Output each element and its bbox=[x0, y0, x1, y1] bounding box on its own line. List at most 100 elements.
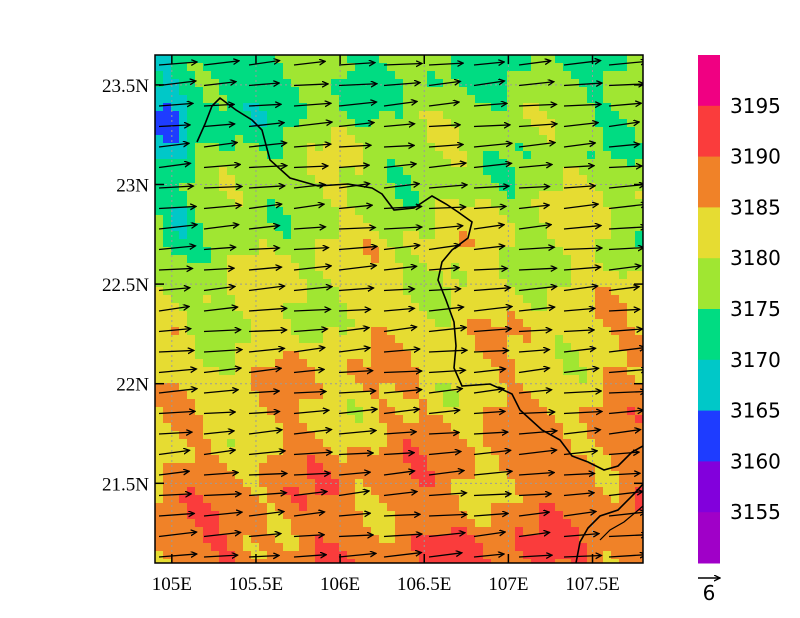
field-cell bbox=[419, 359, 428, 368]
field-cell bbox=[467, 239, 476, 248]
field-cell bbox=[483, 447, 492, 456]
field-cell bbox=[187, 87, 196, 96]
field-cell bbox=[603, 71, 612, 80]
field-cell bbox=[419, 431, 428, 440]
field-cell bbox=[219, 143, 228, 152]
field-cell bbox=[523, 175, 532, 184]
field-cell bbox=[491, 367, 500, 376]
field-cell bbox=[411, 559, 420, 563]
field-cell bbox=[611, 495, 620, 504]
field-cell bbox=[163, 487, 172, 496]
field-cell bbox=[435, 327, 444, 336]
field-cell bbox=[483, 271, 492, 280]
field-cell bbox=[619, 319, 628, 328]
field-cell bbox=[603, 207, 612, 216]
field-cell bbox=[387, 375, 396, 384]
wind-arrow bbox=[293, 512, 324, 517]
field-cell bbox=[587, 111, 596, 120]
field-cell bbox=[595, 415, 604, 424]
field-cell bbox=[403, 279, 412, 288]
field-cell bbox=[619, 239, 628, 248]
field-cell bbox=[315, 287, 324, 296]
field-cell bbox=[179, 463, 188, 472]
field-cell bbox=[283, 95, 292, 104]
field-cell bbox=[563, 95, 572, 104]
field-cell bbox=[531, 95, 540, 104]
wind-arrow bbox=[158, 513, 194, 516]
field-cell bbox=[171, 559, 180, 563]
field-cell bbox=[283, 503, 292, 512]
field-cell bbox=[547, 87, 556, 96]
field-cell bbox=[267, 519, 276, 528]
field-cell bbox=[563, 319, 572, 328]
field-cell bbox=[219, 335, 228, 344]
field-cell bbox=[555, 495, 564, 504]
field-cell bbox=[267, 111, 276, 120]
field-cell bbox=[211, 495, 220, 504]
field-cell bbox=[323, 319, 332, 328]
wind-arrow bbox=[248, 348, 284, 353]
field-cell bbox=[459, 287, 468, 296]
field-cell bbox=[291, 79, 300, 88]
field-cell bbox=[603, 263, 612, 272]
field-cell bbox=[331, 527, 340, 536]
field-cell bbox=[155, 343, 164, 352]
field-cell bbox=[435, 71, 444, 80]
field-cell bbox=[267, 463, 276, 472]
field-cell bbox=[347, 127, 356, 136]
wind-arrow bbox=[563, 267, 601, 270]
field-cell bbox=[155, 359, 164, 368]
field-cell bbox=[515, 271, 524, 280]
field-cell bbox=[627, 375, 636, 384]
field-cell bbox=[387, 263, 396, 272]
field-cell bbox=[315, 255, 324, 264]
field-cell bbox=[259, 431, 268, 440]
field-cell bbox=[563, 247, 572, 256]
field-cell bbox=[379, 207, 388, 216]
field-cell bbox=[531, 311, 540, 320]
field-cell bbox=[203, 151, 212, 160]
field-cell bbox=[243, 215, 252, 224]
field-cell bbox=[579, 79, 588, 88]
wind-arrow bbox=[248, 473, 287, 475]
field-cell bbox=[195, 399, 204, 408]
field-cell bbox=[171, 439, 180, 448]
field-cell bbox=[411, 295, 420, 304]
field-cell bbox=[475, 191, 484, 200]
field-cell bbox=[227, 487, 236, 496]
field-cell bbox=[411, 519, 420, 528]
field-cell bbox=[443, 311, 452, 320]
field-cell bbox=[387, 95, 396, 104]
field-cell bbox=[427, 215, 436, 224]
field-cell bbox=[219, 167, 228, 176]
field-cell bbox=[203, 191, 212, 200]
field-cell bbox=[499, 71, 508, 80]
field-cell bbox=[171, 375, 180, 384]
field-cell bbox=[347, 79, 356, 88]
field-cell bbox=[451, 199, 460, 208]
field-cell bbox=[587, 71, 596, 80]
field-cell bbox=[283, 127, 292, 136]
field-cell bbox=[427, 287, 436, 296]
field-cell bbox=[307, 503, 316, 512]
field-cell bbox=[155, 135, 164, 144]
field-cell bbox=[507, 295, 516, 304]
field-cell bbox=[347, 375, 356, 384]
field-cell bbox=[211, 455, 220, 464]
field-cell bbox=[483, 343, 492, 352]
wind-arrow bbox=[563, 308, 595, 311]
field-cell bbox=[379, 199, 388, 208]
field-cell bbox=[635, 327, 643, 336]
field-cell bbox=[523, 71, 532, 80]
field-cell bbox=[339, 255, 348, 264]
field-cell bbox=[379, 391, 388, 400]
field-cell bbox=[531, 295, 540, 304]
field-cell bbox=[203, 463, 212, 472]
field-cell bbox=[595, 343, 604, 352]
field-cell bbox=[283, 271, 292, 280]
field-cell bbox=[507, 119, 516, 128]
field-cell bbox=[555, 367, 564, 376]
field-cell bbox=[275, 207, 284, 216]
field-cell bbox=[555, 319, 564, 328]
field-cell bbox=[259, 535, 268, 544]
